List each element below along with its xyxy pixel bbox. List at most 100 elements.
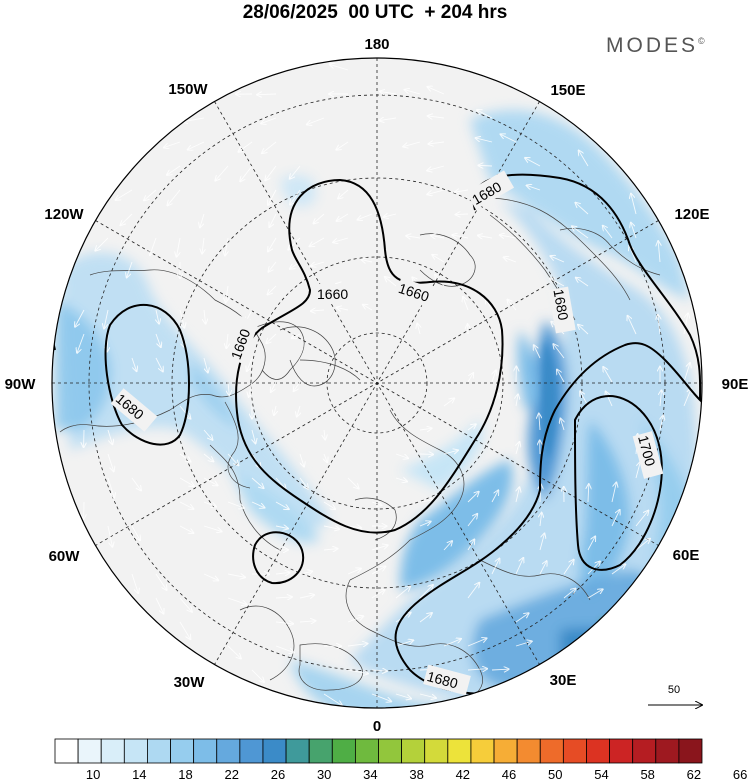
wind-vector [467, 583, 479, 599]
colorbar-cell [100, 738, 125, 764]
wind-vector [563, 560, 574, 575]
wind-vector [179, 477, 194, 486]
wind-vector [227, 574, 245, 577]
wind-vector [202, 237, 204, 254]
map-disc: 1660 1660 1660 1680 1680 1680 1680 1700 [52, 58, 702, 708]
colorbar-cell [678, 738, 703, 764]
wind-vector [324, 453, 327, 462]
colorbar-tick-label: 38 [409, 767, 423, 782]
wind-vector [203, 525, 222, 531]
map-border [51, 57, 703, 709]
wind-vector [323, 549, 337, 550]
wind-vector [534, 345, 541, 359]
wind-vector [323, 693, 342, 705]
lon-label-30w: 30W [174, 674, 206, 691]
wind-vector [275, 526, 288, 528]
wind-vector [347, 616, 363, 623]
wind-vector [252, 429, 256, 443]
wind-vector [131, 477, 141, 490]
wind-vector [294, 381, 301, 391]
wind-speed-shading [55, 110, 698, 708]
wind-vector [491, 490, 498, 503]
wind-vector [417, 324, 420, 335]
colorbar-tick-label: 30 [317, 767, 331, 782]
wind-vector [587, 537, 595, 551]
wind-vector [587, 589, 603, 599]
colorbar-tick-label: 54 [594, 767, 608, 782]
wind-vector [131, 525, 140, 540]
wind-vector [240, 165, 253, 181]
wind-vector [179, 309, 184, 328]
colorbar-cell [308, 738, 333, 764]
wind-vector [274, 405, 276, 415]
colorbar-tick-label: 34 [363, 767, 377, 782]
wind-vector [431, 235, 445, 238]
wind-vector [227, 597, 247, 604]
wind-vectors [75, 64, 691, 705]
wind-vector [262, 141, 277, 153]
brand-name: MODES [606, 34, 699, 57]
wind-vector [167, 165, 181, 175]
wind-vector [527, 185, 541, 191]
wind-vector [550, 278, 565, 287]
wind-vector [323, 501, 335, 509]
wind-vector [311, 261, 325, 266]
wind-vector [419, 693, 436, 698]
colorbar-cell [516, 738, 541, 764]
wind-vector [406, 236, 421, 238]
longitude-labels: 180 150E 120E 90E 60E 30E 0 30W 60W 90W … [5, 36, 749, 735]
lon-label-150w: 150W [168, 81, 208, 98]
wind-vector [443, 541, 452, 551]
reference-vector-label: 50 [668, 684, 680, 696]
wind-vector [347, 569, 361, 575]
colorbar-tick-label: 26 [271, 767, 285, 782]
wind-vector [247, 357, 253, 371]
wind-vector [467, 669, 487, 670]
wind-vector [504, 257, 517, 263]
wind-vector [371, 567, 385, 575]
wind-vector [275, 477, 286, 489]
wind-vector [299, 477, 308, 489]
wind-vector [116, 189, 133, 200]
wind-vector [515, 613, 529, 623]
wind-vector [588, 484, 589, 503]
wind-vector [606, 392, 613, 407]
wind-vector [443, 398, 454, 407]
lon-label-90e: 90E [722, 376, 749, 393]
wind-vector [658, 241, 660, 263]
wind-vector [443, 450, 458, 454]
wind-vector [539, 414, 540, 431]
wind-vector [467, 492, 479, 503]
wind-vector [227, 501, 244, 508]
wind-vector [323, 526, 339, 529]
wind-vector [257, 94, 277, 95]
wind-vector [107, 477, 114, 498]
lon-label-30e: 30E [550, 672, 577, 689]
wind-vector [179, 453, 191, 462]
wind-vector [271, 381, 277, 392]
lon-label-120e: 120E [674, 206, 709, 223]
wind-vector [104, 309, 109, 328]
wind-vector [333, 237, 349, 242]
wind-vector [467, 424, 476, 431]
colorbar-cell [447, 738, 472, 764]
wind-vector [261, 117, 277, 123]
colorbar-cell [147, 738, 171, 764]
wind-vector [292, 334, 301, 338]
wind-vector [371, 670, 387, 671]
wind-vector [683, 363, 690, 383]
colorbar-cell [470, 738, 495, 764]
wind-vector [660, 390, 662, 407]
lon-label-180: 180 [364, 36, 389, 53]
lon-label-90w: 90W [5, 376, 37, 393]
wind-vector [183, 117, 205, 122]
wind-vector [456, 214, 469, 215]
wind-vector [419, 613, 432, 623]
wind-vector [290, 165, 301, 179]
wind-vector [540, 513, 542, 527]
wind-vector [268, 237, 277, 251]
wind-vector [251, 501, 265, 508]
wind-vector [435, 275, 445, 287]
wind-vector [131, 357, 137, 371]
colorbar [54, 738, 703, 764]
